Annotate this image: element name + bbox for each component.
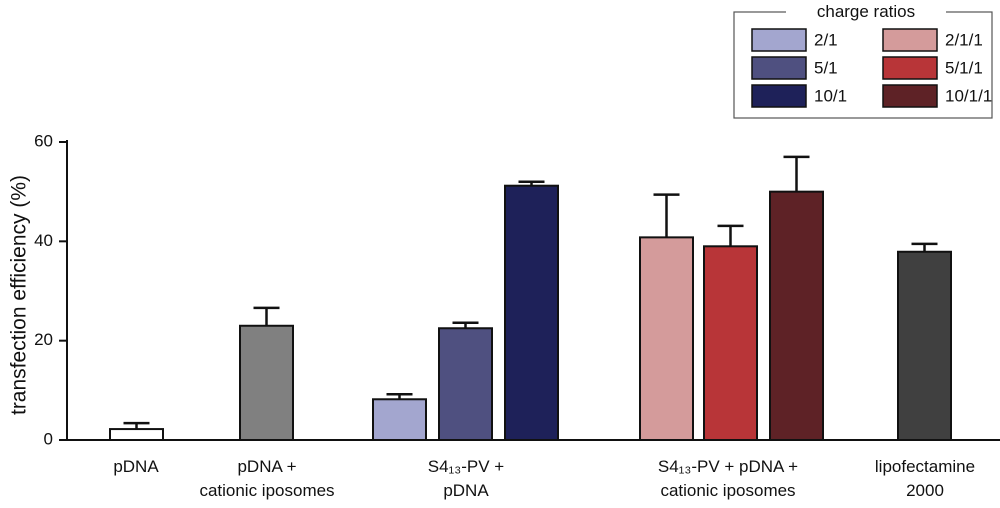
bar-5-1 [438, 327, 493, 441]
y-tick-label: 0 [44, 429, 53, 448]
legend-title-backdrop [786, 1, 946, 21]
error-bar [653, 193, 680, 238]
x-category-label: cationic iposomes [199, 481, 334, 500]
legend-label: 5/1/1 [945, 58, 983, 77]
error-bar [717, 224, 744, 247]
bar-lipofectamine-2000 [897, 250, 952, 441]
legend-label: 5/1 [814, 58, 838, 77]
error-bar [386, 393, 413, 400]
bar-2-1 [372, 398, 427, 442]
legend-items: 2/1 5/1 10/1 2/1/1 5/1/1 10/1/1 [751, 28, 992, 108]
legend-swatch [751, 84, 807, 108]
legend-swatch [882, 84, 938, 108]
legend-swatch [751, 28, 807, 52]
category-labels: pDNA pDNA + cationic iposomes S4₁₃-PV + pDNA… [113, 457, 975, 500]
legend-swatch [882, 56, 938, 80]
x-category-label: cationic iposomes [660, 481, 795, 500]
x-category-label: S4₁₃-PV + [428, 457, 505, 476]
legend-title: charge ratios [817, 2, 915, 21]
error-bar [123, 421, 150, 430]
y-tick-label: 60 [34, 131, 53, 150]
legend: charge ratios 2/1 5/1 10/1 2/1/1 5/1/1 10/1/1 [733, 1, 993, 119]
bar-5-1-1 [703, 245, 758, 441]
y-tick-label: 20 [34, 330, 53, 349]
bars [109, 184, 952, 442]
y-ticks: 0 20 40 60 [34, 131, 67, 448]
bar-10-1-1 [769, 190, 824, 441]
legend-label: 2/1 [814, 30, 838, 49]
y-tick-label: 40 [34, 231, 53, 250]
error-bar [783, 155, 810, 192]
bar-pdna [109, 428, 164, 441]
error-bar [911, 242, 938, 252]
error-bar [253, 306, 280, 326]
y-axis-title: transfection efficiency (%) [8, 175, 31, 415]
legend-swatch [882, 28, 938, 52]
x-category-label: lipofectamine [875, 457, 975, 476]
bar-10-1 [504, 184, 559, 441]
x-category-label: S4₁₃-PV + pDNA + [658, 457, 798, 476]
x-category-label: pDNA + [237, 457, 296, 476]
error-bars [123, 155, 938, 430]
legend-swatch [751, 56, 807, 80]
x-category-label: pDNA [113, 457, 159, 476]
legend-label: 2/1/1 [945, 30, 983, 49]
legend-label: 10/1/1 [945, 86, 992, 105]
bar-2-1-1 [639, 236, 694, 441]
bar-cationic-liposomes [239, 324, 294, 441]
legend-label: 10/1 [814, 86, 847, 105]
error-bar [518, 180, 545, 186]
x-category-label: pDNA [443, 481, 489, 500]
error-bar [452, 321, 479, 329]
x-category-label: 2000 [906, 481, 944, 500]
